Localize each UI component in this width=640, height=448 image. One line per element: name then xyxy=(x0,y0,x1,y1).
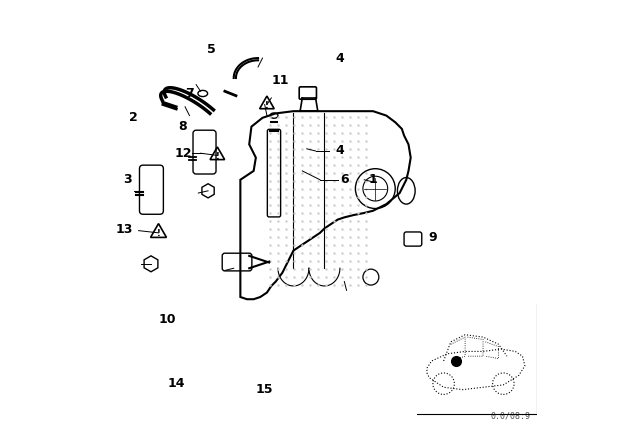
Text: 4: 4 xyxy=(335,52,344,65)
Text: 15: 15 xyxy=(256,383,273,396)
Text: 10: 10 xyxy=(159,313,176,326)
Text: !: ! xyxy=(216,152,220,161)
Text: 5: 5 xyxy=(207,43,216,56)
Text: 3: 3 xyxy=(124,173,132,186)
Text: !: ! xyxy=(157,229,161,238)
Text: 4: 4 xyxy=(335,145,344,158)
Text: 12: 12 xyxy=(174,146,191,159)
Text: 13: 13 xyxy=(116,223,133,236)
Text: 7: 7 xyxy=(185,87,194,100)
Text: 11: 11 xyxy=(271,74,289,87)
Text: 8: 8 xyxy=(179,120,187,133)
Text: 14: 14 xyxy=(168,377,185,390)
Text: 1: 1 xyxy=(369,173,378,186)
Text: 0.0/08:9: 0.0/08:9 xyxy=(490,412,531,421)
Text: !: ! xyxy=(265,101,269,110)
Text: 6: 6 xyxy=(340,173,349,186)
Text: 2: 2 xyxy=(129,111,138,124)
Text: 9: 9 xyxy=(429,231,437,244)
